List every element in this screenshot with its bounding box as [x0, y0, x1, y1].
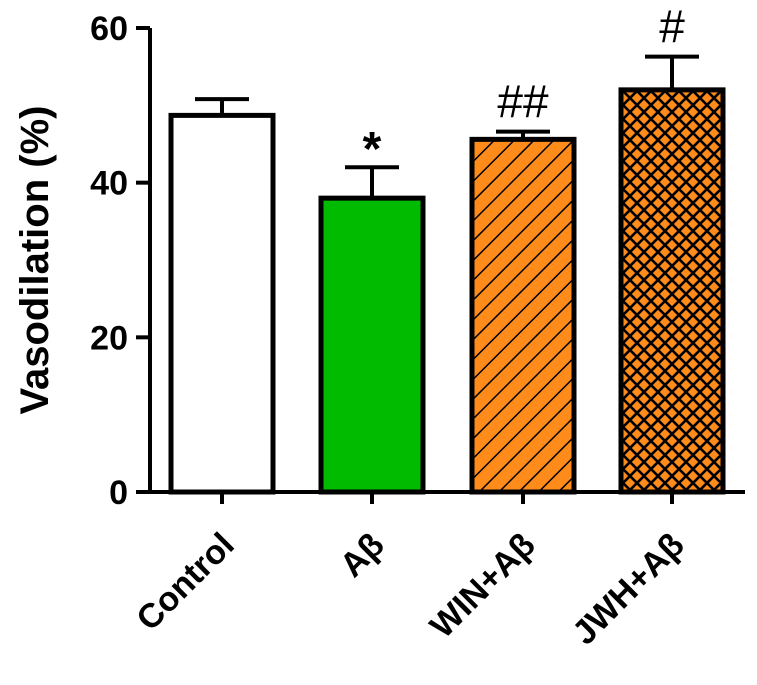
y-axis-title: Vasodilation (%): [13, 106, 57, 415]
bar-1: [168, 112, 276, 495]
y-axis: 0 20 40 60: [90, 10, 152, 512]
y-tick-label: 40: [90, 165, 128, 203]
y-tick-label: 60: [90, 10, 128, 48]
x-category-label-3: WIN+Aβ: [423, 526, 543, 646]
x-category-label-2: Aβ: [333, 526, 392, 585]
x-category-label-1: Control: [129, 526, 241, 638]
y-tick-label: 0: [109, 474, 128, 512]
y-tick-label: 20: [90, 319, 128, 357]
x-category-label-4: JWH+Aβ: [565, 526, 691, 652]
bars: *###: [168, 1, 726, 495]
significance-marker-3: ##: [497, 76, 549, 128]
bar-4: [618, 87, 726, 495]
significance-marker-4: #: [659, 1, 685, 53]
bar-3: [469, 136, 577, 495]
x-axis: Control Aβ WIN+Aβ JWH+Aβ: [129, 490, 745, 652]
bar-2: [318, 195, 426, 495]
significance-marker-2: *: [363, 123, 382, 176]
